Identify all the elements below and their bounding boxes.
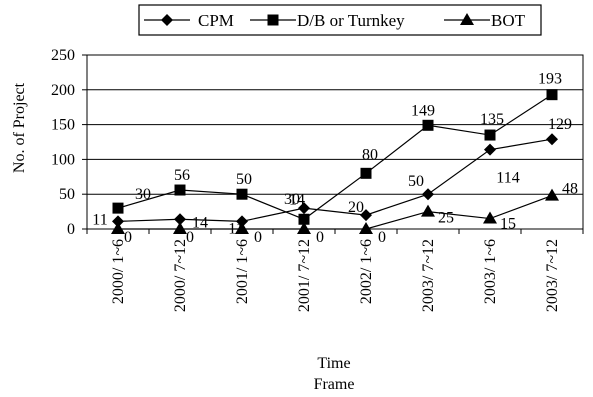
x-tick-label: 2002/ 1~6 <box>358 239 375 304</box>
data-label: 0 <box>378 229 386 246</box>
data-label: 11 <box>228 220 243 237</box>
x-tick-label: 2001/ 7~12 <box>296 239 313 312</box>
data-label: 129 <box>548 116 572 133</box>
triangle-marker <box>235 222 249 234</box>
data-label: 20 <box>348 199 364 216</box>
triangle-marker <box>421 204 435 217</box>
y-tick-label: 100 <box>51 151 75 168</box>
diamond-marker <box>298 202 310 215</box>
x-tick-label: 2003/ 7~12 <box>544 239 561 312</box>
y-tick-label: 0 <box>67 221 75 238</box>
y-tick-label: 250 <box>51 47 75 64</box>
series-line-triangle <box>118 195 553 230</box>
square-marker <box>546 89 558 101</box>
triangle-marker <box>111 222 125 234</box>
gridlines <box>86 54 584 230</box>
diamond-marker <box>112 215 124 228</box>
triangle-marker <box>483 211 497 224</box>
triangle-marker <box>545 188 559 201</box>
x-axis-title-line2: Frame <box>314 376 355 393</box>
data-label: 50 <box>408 173 424 190</box>
series-line-square <box>117 94 553 220</box>
x-tick-label: 2001/ 1~6 <box>234 239 251 304</box>
triangle-marker <box>359 222 373 234</box>
triangle-marker <box>297 222 311 234</box>
data-label: 11 <box>92 211 107 228</box>
data-labels: 11 14 11 30 20 50 114 129 30 56 50 14 80 149 135 193 0 0 0… <box>92 71 578 246</box>
x-tick-label: 2003/ 7~12 <box>420 239 437 312</box>
data-label: 80 <box>362 146 378 163</box>
diamond-marker <box>236 215 248 228</box>
legend-label: D/B or Turnkey <box>297 11 405 30</box>
data-label: 135 <box>480 111 504 128</box>
data-label: 14 <box>192 214 208 231</box>
data-label: 149 <box>411 102 435 119</box>
square-marker <box>422 119 434 131</box>
data-label: 48 <box>562 181 578 198</box>
data-label: 0 <box>316 229 324 246</box>
y-tick-label: 150 <box>51 117 75 134</box>
y-tick-label: 200 <box>51 82 75 99</box>
square-marker <box>174 184 186 196</box>
x-axis: 2000/ 1~6 2000/ 7~12 2001/ 1~6 2001/ 7~12 20… <box>86 229 584 312</box>
diamond-marker <box>360 209 372 222</box>
x-tick-label: 2003/ 1~6 <box>482 239 499 304</box>
diamond-marker <box>174 213 186 226</box>
series-group <box>111 89 559 234</box>
legend-triangle-icon <box>460 13 474 25</box>
data-label: 56 <box>174 167 190 184</box>
diamond-marker <box>422 188 434 201</box>
legend-square-icon <box>267 14 279 26</box>
plot-frame <box>86 54 584 230</box>
data-label: 0 <box>254 229 262 246</box>
diamond-marker <box>484 143 496 156</box>
legend-label: BOT <box>491 11 526 30</box>
series-line-diamond <box>117 138 553 222</box>
x-tick-label: 2000/ 1~6 <box>110 239 127 304</box>
legend: CPM D/B or Turnkey BOT <box>138 4 542 36</box>
x-axis-title-line1: Time <box>317 355 350 372</box>
y-axis: 0 50 100 150 200 250 <box>51 47 87 238</box>
y-tick-label: 50 <box>59 186 75 203</box>
diamond-marker <box>546 133 558 146</box>
data-label: 15 <box>500 216 516 233</box>
data-label: 193 <box>538 71 562 88</box>
data-label: 30 <box>135 186 151 203</box>
triangle-marker <box>173 222 187 234</box>
data-label: 14 <box>289 191 305 208</box>
square-marker <box>484 129 496 141</box>
x-tick-label: 2000/ 7~12 <box>172 239 189 312</box>
data-label: 50 <box>236 171 252 188</box>
data-label: 0 <box>124 229 132 246</box>
square-marker <box>236 188 248 200</box>
data-label: 0 <box>186 229 194 246</box>
legend-label: CPM <box>198 11 234 30</box>
data-label: 30 <box>284 191 300 208</box>
legend-diamond-icon <box>161 14 173 26</box>
data-label: 114 <box>496 170 519 187</box>
y-axis-title: No. of Project <box>11 82 28 173</box>
square-marker <box>360 167 372 179</box>
data-label: 25 <box>438 210 454 227</box>
square-marker <box>298 213 310 225</box>
square-marker <box>112 202 124 214</box>
